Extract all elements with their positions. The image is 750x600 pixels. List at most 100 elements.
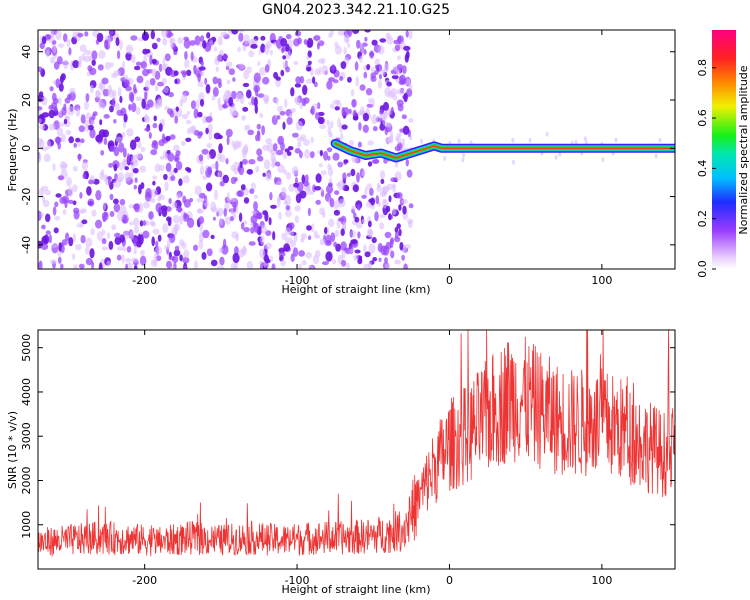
noise-speckle [177,205,182,213]
noise-speckle [193,244,198,251]
noise-speckle [67,186,74,197]
noise-speckle [78,263,85,269]
noise-speckle [79,209,86,214]
noise-speckle [269,255,274,263]
noise-speckle [200,60,204,67]
spectrogram-marks [38,30,675,269]
noise-speckle [260,35,266,41]
noise-speckle [362,112,369,122]
noise-speckle [379,109,384,115]
noise-speckle [404,53,409,63]
noise-speckle [168,198,172,204]
noise-speckle [184,59,190,69]
noise-speckle [199,71,205,76]
noise-speckle [306,78,313,84]
noise-speckle [285,43,290,52]
noise-speckle [196,208,202,214]
noise-speckle [169,134,176,140]
noise-speckle [394,227,399,233]
noise-speckle [86,186,92,196]
noise-speckle [389,239,394,249]
noise-speckle [129,221,134,226]
spectrogram-x-tick-label: 0 [446,274,453,287]
noise-speckle [87,124,94,131]
noise-speckle [384,127,388,136]
snr-y-tick-label: 3000 [20,422,33,450]
noise-speckle [277,164,285,173]
colorbar-ticks: 0.0 0.2 0.4 0.6 0.8 [696,59,716,278]
noise-speckle [174,115,179,124]
noise-speckle [206,248,213,257]
noise-speckle [303,139,310,146]
noise-speckle [158,63,163,72]
noise-speckle [390,250,395,259]
noise-speckle [363,71,368,79]
noise-speckle [352,30,360,34]
noise-speckle [235,93,240,103]
noise-speckle [80,235,86,244]
noise-speckle [215,160,219,171]
noise-speckle [72,60,80,69]
noise-speckle [349,230,356,238]
noise-speckle [319,124,326,129]
noise-speckle [152,180,156,186]
noise-speckle [90,120,95,125]
noise-speckle [394,44,401,52]
noise-speckle [284,210,292,218]
noise-speckle [115,103,120,112]
noise-speckle [166,260,172,269]
noise-speckle [354,216,360,223]
noise-speckle [286,116,293,125]
noise-speckle [72,184,78,192]
noise-speckle [309,265,314,269]
noise-speckle [41,36,47,45]
noise-speckle [272,231,276,241]
noise-speckle [318,66,322,76]
noise-speckle [88,55,93,62]
noise-speckle [316,102,321,110]
noise-speckle [349,139,354,147]
noise-speckle [141,98,146,109]
snr-y-ticks: 1000 2000 3000 4000 5000 [20,334,675,539]
noise-speckle [165,135,171,142]
noise-speckle [212,86,219,97]
noise-speckle [173,167,178,174]
noise-speckle [156,37,161,42]
noise-speckle [174,78,178,84]
noise-speckle [255,165,260,173]
noise-speckle [77,61,82,69]
noise-speckle [62,209,67,216]
noise-speckle [325,184,334,194]
noise-speckle [294,205,301,212]
tone-track-core [334,142,675,159]
noise-speckle [125,257,131,263]
noise-speckle [67,199,74,204]
noise-speckle [271,263,276,269]
noise-speckle [106,232,111,239]
noise-speckle [140,249,145,256]
noise-speckle [257,60,261,67]
noise-speckle [296,136,304,142]
noise-speckle [357,141,362,148]
noise-speckle [99,119,103,126]
noise-speckle [108,162,113,168]
noise-speckle [175,161,183,171]
noise-speckle [261,224,267,234]
noise-speckle [242,106,249,112]
noise-speckle [396,88,405,95]
noise-speckle [328,177,333,186]
noise-speckle [583,136,587,142]
noise-speckle [40,212,44,218]
noise-speckle [233,201,237,212]
noise-speckle [283,243,291,252]
noise-speckle [223,207,227,217]
noise-speckle [220,31,228,38]
noise-speckle [226,191,230,203]
noise-speckle [107,89,115,98]
noise-speckle [113,179,121,188]
noise-speckle [264,64,270,73]
noise-speckle [248,50,255,58]
noise-speckle [68,237,74,247]
noise-speckle [96,32,104,43]
